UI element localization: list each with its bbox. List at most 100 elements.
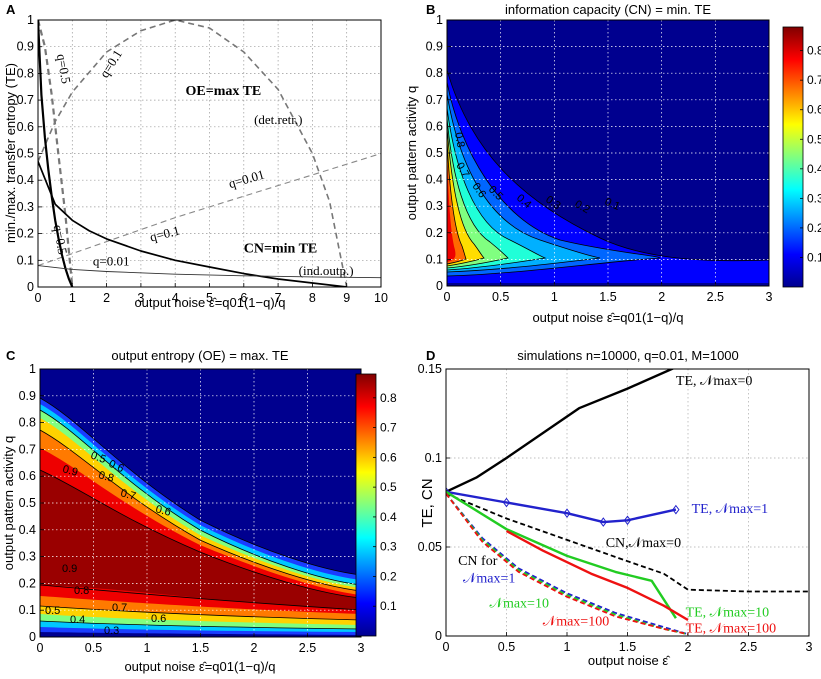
- x-tick-label: 7: [275, 291, 282, 305]
- y-tick-label: 0.3: [17, 200, 34, 214]
- x-tick-label: 0.5: [85, 641, 102, 655]
- contour-label-b-08: 0.8: [452, 131, 466, 148]
- y-tick-label: 0.8: [426, 66, 443, 80]
- contour-label-c-1: 0.5: [89, 450, 107, 467]
- x-tick-label: 1: [144, 641, 151, 655]
- y-tick-label: 1: [27, 13, 34, 27]
- contour-label-c-2: 0.6: [107, 458, 126, 475]
- ticks-d: 0 0.5 1 1.5 2 2.5 3 0 0.05 0.1 0.15: [418, 362, 813, 654]
- y-tick-label: 0: [27, 280, 34, 294]
- y-tick-label: 0: [29, 630, 36, 644]
- x-tick-label: 5: [206, 291, 213, 305]
- panel-c: C output entropy (OE) = max. TE: [1, 348, 397, 674]
- y-tick-label: 1: [29, 362, 36, 376]
- contour-label-c-12: 0.4: [70, 614, 85, 626]
- ticks-a: 0 1 2 3 4 5 6 7 8 9 10 0 0.1 0.2 0.3 0.4 0.5 0.6 0.7 0.8 0.9…: [17, 13, 388, 305]
- ticks-c: 0 0.5 1 1.5 2 2.5 300.10.20.30.40.50.60.70.80.…: [19, 362, 365, 655]
- contour-lines-b: [447, 69, 769, 277]
- x-tick-label: 1.5: [599, 290, 616, 304]
- y-tick-label: 0.15: [418, 362, 442, 376]
- y-tick-label: 0.5: [19, 496, 36, 510]
- annotation-a-7: (det.retr.): [254, 112, 302, 127]
- y-tick-label: 0.1: [426, 252, 443, 266]
- x-tick-label: 3: [358, 641, 365, 655]
- x-tick-label: 0.5: [498, 640, 515, 654]
- contour-label-c-10: 0.6: [151, 613, 166, 625]
- annotation-d-0: TE, 𝒩max=0: [676, 374, 753, 389]
- colorbar-tick-label: 0.4: [380, 510, 397, 524]
- annotation-d-2: CN,𝒩max=0: [606, 536, 681, 551]
- panel-b: B information capacity (CN) = min. TE: [404, 2, 821, 325]
- x-tick-label: 2: [251, 641, 258, 655]
- y-tick-label: 0.4: [17, 173, 34, 187]
- colorbar-ticks-b: 0.1 0.2 0.3 0.4 0.5 0.6 0.7 0.8: [800, 44, 821, 264]
- x-tick-label: 2.5: [707, 290, 724, 304]
- series-line-a-4: [38, 161, 347, 287]
- series-marker-d: [623, 515, 632, 526]
- x-axis-label-b: output noise ε̂=q01(1−q)/q: [532, 310, 683, 325]
- colorbar-tick-label: 0.3: [380, 540, 397, 554]
- x-tick-label: 0: [444, 290, 451, 304]
- ticks-b: 0 0.5 1 1.5 2 2.5 3 0 0.1 0.2 0.3 0.4 0.5 0.6 0.7 0.8 0.…: [426, 13, 773, 304]
- colorbar-tick-label: 0.7: [807, 73, 821, 87]
- y-tick-label: 0.7: [19, 442, 36, 456]
- contour-label-c-4: 0.8: [97, 469, 115, 485]
- annotation-d-1: TE, 𝒩max=1: [692, 502, 769, 517]
- series-marker-d: [599, 517, 607, 527]
- y-axis-label-b: output pattern activity q: [404, 86, 419, 220]
- x-tick-label: 2: [103, 291, 110, 305]
- annotation-d-7: TE, 𝒩max=10: [686, 605, 770, 620]
- contour-lines-c: [40, 397, 361, 630]
- series-a: [38, 20, 381, 287]
- contour-label-c-5: 0.7: [119, 487, 137, 503]
- y-tick-label: 0.2: [19, 576, 36, 590]
- x-tick-label: 2: [685, 640, 692, 654]
- contour-label-c-8: 0.8: [74, 585, 89, 597]
- chart-title-c: output entropy (OE) = max. TE: [111, 348, 288, 363]
- series-line-d-6: [446, 493, 689, 636]
- annotation-d-3: CN for: [458, 554, 498, 569]
- y-tick-label: 0.4: [426, 173, 443, 187]
- y-tick-label: 0.6: [17, 120, 34, 134]
- series-line-a-3: [38, 20, 74, 287]
- y-tick-label: 0.9: [426, 40, 443, 54]
- annotation-a-3: q=0.5: [50, 224, 70, 256]
- y-tick-label: 0.8: [17, 66, 34, 80]
- colorbar-c: [355, 373, 377, 637]
- colorbar-b: [782, 26, 804, 288]
- y-tick-label: 1: [436, 13, 443, 27]
- y-axis-label-c: output pattern activity q: [1, 436, 16, 570]
- x-tick-label: 1: [69, 291, 76, 305]
- series-line-d-2: [446, 492, 809, 593]
- colorbar-tick-label: 0.5: [807, 132, 821, 146]
- series-line-d-0: [446, 369, 675, 493]
- series-line-a-5: [38, 265, 381, 279]
- x-tick-label: 0: [443, 640, 450, 654]
- x-tick-label: 2.5: [740, 640, 757, 654]
- annotation-a-0: q=0.5: [54, 53, 74, 85]
- annotation-a-5: q=0.01: [93, 254, 130, 269]
- y-tick-label: 0.5: [426, 146, 443, 160]
- colorbar-tick-label: 0.3: [807, 191, 821, 205]
- x-tick-label: 6: [240, 291, 247, 305]
- series-line-d-1: [446, 490, 677, 524]
- x-tick-label: 0: [37, 641, 44, 655]
- x-axis-label-a: output noise ε̂=q01(1−q)/q: [134, 295, 285, 310]
- x-tick-label: 1: [551, 290, 558, 304]
- series-line-d-3: [446, 490, 677, 619]
- y-tick-label: 0.6: [426, 119, 443, 133]
- y-tick-label: 0.6: [19, 469, 36, 483]
- colorbar-tick-label: 0.1: [807, 250, 821, 264]
- series-line-d-4: [505, 529, 689, 622]
- series-marker-d: [502, 497, 511, 508]
- series-marker-d: [446, 486, 450, 497]
- y-tick-label: 0.3: [426, 199, 443, 213]
- x-tick-label: 2.5: [299, 641, 316, 655]
- x-tick-label: 9: [343, 291, 350, 305]
- y-axis-label-a: min./max. transfer entropy (TE): [3, 63, 18, 243]
- x-tick-label: 1.5: [192, 641, 209, 655]
- y-tick-label: 0.9: [17, 40, 34, 54]
- chart-title-d: simulations n=10000, q=0.01, M=1000: [517, 348, 739, 363]
- y-tick-label: 0.1: [17, 253, 34, 267]
